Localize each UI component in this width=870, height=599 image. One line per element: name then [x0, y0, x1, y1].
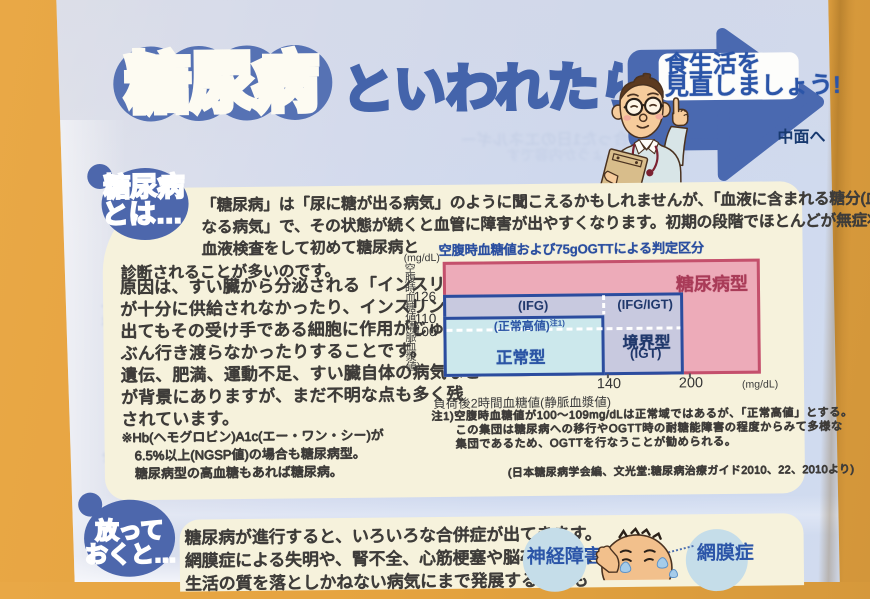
svg-text:糖尿病: 糖尿病: [103, 171, 184, 203]
svg-text:といわれたら: といわれたら: [342, 59, 624, 120]
svg-text:おくと…: おくと…: [85, 541, 177, 568]
svg-text:とは…: とは…: [102, 199, 183, 230]
svg-text:放って: 放って: [94, 517, 163, 544]
svg-text:糖尿病: 糖尿病: [125, 46, 318, 120]
